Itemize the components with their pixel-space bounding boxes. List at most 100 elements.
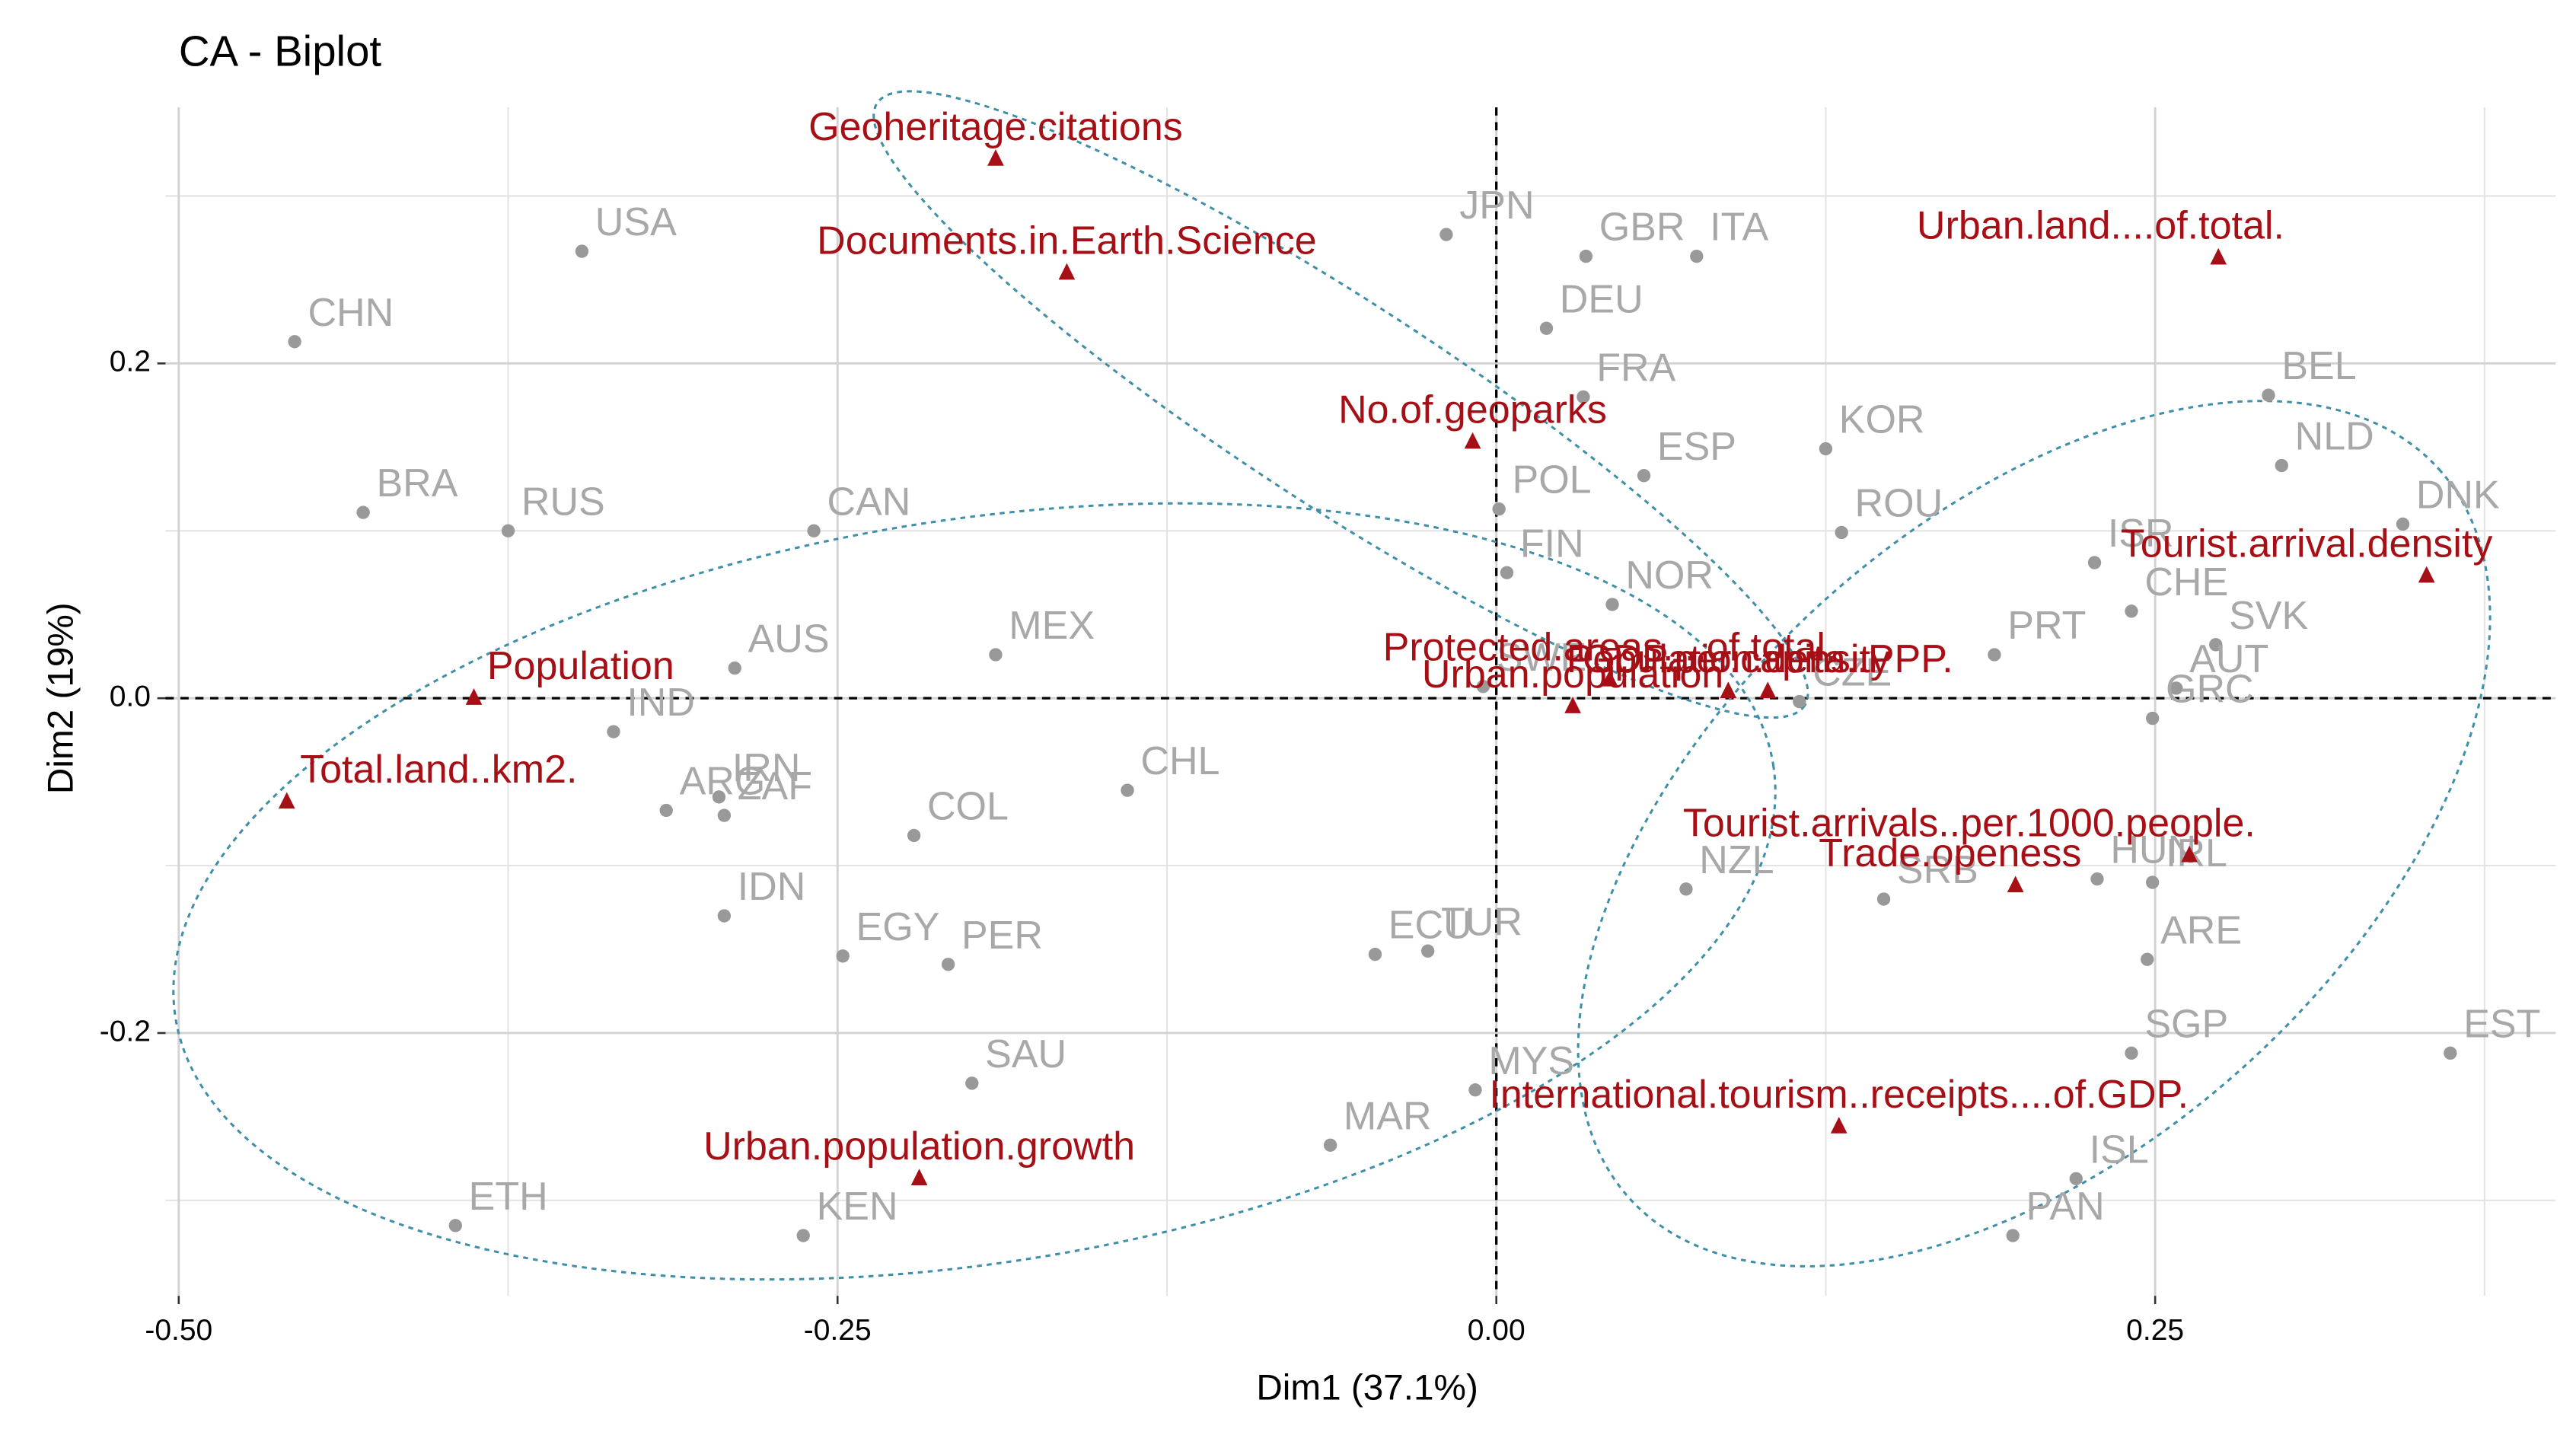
column-point	[1759, 681, 1777, 699]
column-label: GDP.per.capita..PPP.	[1583, 637, 1953, 681]
row-point	[448, 1219, 462, 1233]
column-point	[2418, 566, 2435, 583]
row-label: SVK	[2229, 594, 2308, 638]
row-label: IND	[626, 681, 695, 725]
row-label: DNK	[2416, 474, 2500, 518]
row-point	[2396, 517, 2410, 531]
row-point	[796, 1229, 810, 1242]
ellipse	[1577, 400, 2492, 1268]
row-point	[2090, 872, 2104, 886]
row-point	[1500, 566, 1514, 579]
row-label: SAU	[985, 1032, 1066, 1076]
row-label: CHE	[2144, 560, 2228, 604]
row-point	[807, 524, 821, 537]
row-point	[2006, 1229, 2020, 1242]
row-point	[1539, 321, 1554, 335]
row-label: HUN	[2110, 828, 2196, 872]
row-label: ARE	[2160, 908, 2242, 952]
column-point	[1464, 432, 1481, 449]
column-label: Total.land..km2.	[300, 748, 577, 792]
row-label: NLD	[2295, 415, 2374, 459]
row-label: TUR	[1441, 900, 1522, 944]
row-point	[2170, 681, 2183, 695]
row-point	[1819, 442, 1833, 456]
row-point	[1605, 598, 1619, 611]
row-label: ISR	[2108, 512, 2174, 556]
x-tick-label: -0.25	[804, 1314, 872, 1347]
row-point	[2146, 875, 2160, 889]
row-point	[965, 1076, 979, 1090]
column-point	[1830, 1117, 1848, 1134]
row-point	[1121, 783, 1134, 797]
y-tick-label: -0.2	[100, 1015, 151, 1048]
row-label: DEU	[1560, 277, 1643, 321]
row-point	[2146, 711, 2160, 725]
row-label: SRB	[1897, 848, 1978, 892]
row-label: GRC	[2166, 668, 2254, 712]
row-point	[712, 790, 726, 804]
row-point	[1876, 892, 1891, 906]
row-point	[501, 524, 515, 537]
row-label: EGY	[856, 905, 940, 949]
row-label: MYS	[1488, 1039, 1574, 1083]
column-point	[910, 1169, 928, 1185]
row-point	[1439, 228, 1453, 241]
row-point	[1690, 249, 1704, 263]
column-label: Protected.areas....of.total.	[1383, 626, 1837, 670]
row-point	[2209, 638, 2223, 652]
column-label: International.tourism..receipts....of.GD…	[1489, 1073, 2189, 1117]
row-point	[1988, 648, 2001, 662]
row-point	[356, 505, 370, 519]
row-label: BEL	[2281, 344, 2356, 388]
row-label: MAR	[1344, 1094, 1432, 1138]
row-label: CHN	[308, 291, 394, 335]
row-label: ITA	[1710, 206, 1768, 250]
row-label: KOR	[1839, 398, 1925, 442]
column-point	[2181, 845, 2198, 863]
row-point	[1476, 680, 1490, 694]
row-point	[575, 244, 589, 258]
row-point	[907, 828, 921, 843]
row-point	[1421, 944, 1435, 958]
row-point	[941, 958, 955, 971]
row-label: USA	[595, 200, 677, 244]
row-point	[659, 803, 673, 818]
x-tick-label: -0.50	[145, 1314, 212, 1347]
row-point	[288, 335, 301, 349]
row-label: JPN	[1459, 183, 1534, 228]
row-label: FIN	[1520, 521, 1584, 566]
row-point	[1835, 525, 1848, 540]
row-point	[1577, 390, 1590, 404]
column-point	[1720, 681, 1737, 699]
row-label: PRT	[2007, 604, 2086, 648]
column-point	[278, 792, 295, 809]
row-label: MEX	[1009, 604, 1095, 648]
row-point	[2125, 604, 2138, 618]
row-point	[1793, 694, 1806, 709]
row-point	[2262, 388, 2275, 402]
column-label: Tourist.arrivals..per.1000.people.	[1683, 802, 2256, 846]
column-label: Urban.population.growth	[703, 1124, 1135, 1169]
row-point	[717, 808, 732, 822]
row-point	[2069, 1172, 2083, 1185]
column-label: Population.density	[1567, 637, 1890, 681]
ellipse	[172, 502, 1777, 1281]
y-tick-label: 0.0	[110, 680, 151, 713]
column-label: Geoheritage.citations	[808, 105, 1183, 149]
column-label: Documents.in.Earth.Science	[817, 218, 1317, 263]
row-point	[2275, 458, 2288, 473]
grid: -0.50 -0.25 0.00 0.25 -0.2 0.0 0.2	[100, 107, 2556, 1347]
column-label: Tourist.arrival.density	[2121, 521, 2493, 566]
y-axis-label: Dim2 (19%)	[41, 602, 81, 794]
y-tick-label: 0.2	[110, 346, 151, 378]
column-label: No.of.geoparks	[1338, 387, 1607, 432]
row-label: SGP	[2144, 1002, 2228, 1046]
column-point	[1564, 697, 1581, 713]
row-label: GBR	[1599, 206, 1685, 250]
column-point	[1601, 669, 1618, 687]
row-label: NZL	[1699, 838, 1774, 882]
row-point	[2444, 1046, 2457, 1060]
row-label: KEN	[817, 1185, 898, 1229]
